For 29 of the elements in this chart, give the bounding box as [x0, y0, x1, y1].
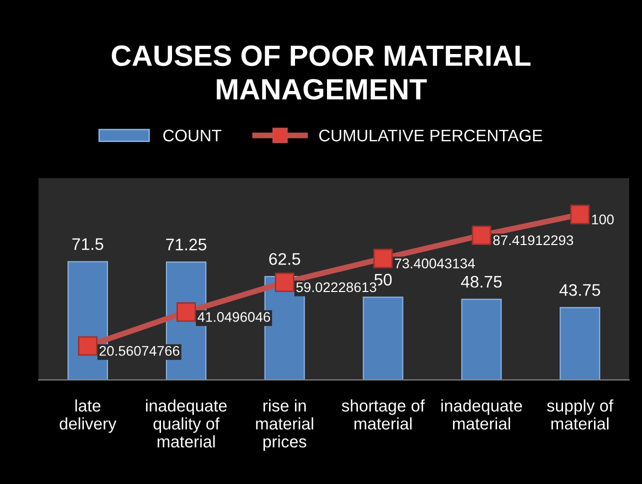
- point: [274, 272, 294, 292]
- legend-label: CUMULATIVE PERCENTAGE: [319, 130, 542, 142]
- x-tick-label: inadequate quality of material: [146, 399, 227, 448]
- data-label: 71.5: [72, 238, 104, 250]
- data-label: 43.75: [559, 284, 600, 296]
- data-label: 20.56074766: [100, 346, 180, 356]
- point: [176, 302, 196, 322]
- point: [570, 204, 590, 224]
- x-tick-label: shortage of material: [342, 399, 425, 430]
- x-tick-label: rise in material prices: [256, 399, 314, 451]
- data-label: 41.0496046: [198, 312, 270, 322]
- bar: [560, 307, 600, 380]
- point: [373, 248, 393, 268]
- point: [78, 336, 98, 356]
- data-label: 100: [592, 214, 614, 224]
- data-label: 62.5: [269, 253, 300, 265]
- legend-label: COUNT: [163, 130, 222, 142]
- x-tick-label: late delivery: [60, 399, 116, 433]
- x-tick-label: inadequate material: [441, 399, 522, 430]
- data-label: 59.02228613: [296, 282, 376, 292]
- data-label: 71.25: [166, 238, 206, 250]
- x-tick-label: supply of material: [547, 399, 614, 430]
- point: [472, 226, 492, 246]
- data-label: 73.40043134: [394, 258, 475, 268]
- data-label: 87.41912293: [493, 235, 574, 246]
- bar: [461, 298, 502, 380]
- chart-title: CAUSES OF POOR MATERIAL MANAGEMENT: [112, 45, 530, 100]
- bar: [362, 296, 404, 380]
- data-label: 48.75: [461, 276, 502, 288]
